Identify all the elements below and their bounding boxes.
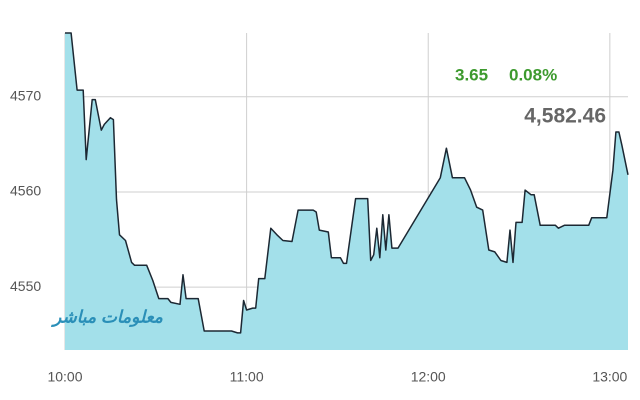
x-tick-label: 11:00: [230, 369, 264, 385]
change-pct: 0.08%: [509, 65, 557, 84]
area: [65, 33, 628, 350]
y-tick-label: 4560: [10, 183, 41, 199]
line: [65, 32, 629, 334]
last-value: 4,582.46: [524, 105, 606, 128]
plot: [65, 32, 629, 350]
y-tick-label: 4550: [10, 278, 41, 294]
x-tick-label: 10:00: [47, 369, 82, 385]
x-tick-label: 12:00: [411, 369, 446, 385]
x-tick-label: 13:00: [592, 369, 627, 385]
watermark: معلومات مباشر: [50, 307, 164, 327]
change: 3.65: [455, 65, 488, 84]
y-tick-label: 4570: [10, 87, 41, 103]
